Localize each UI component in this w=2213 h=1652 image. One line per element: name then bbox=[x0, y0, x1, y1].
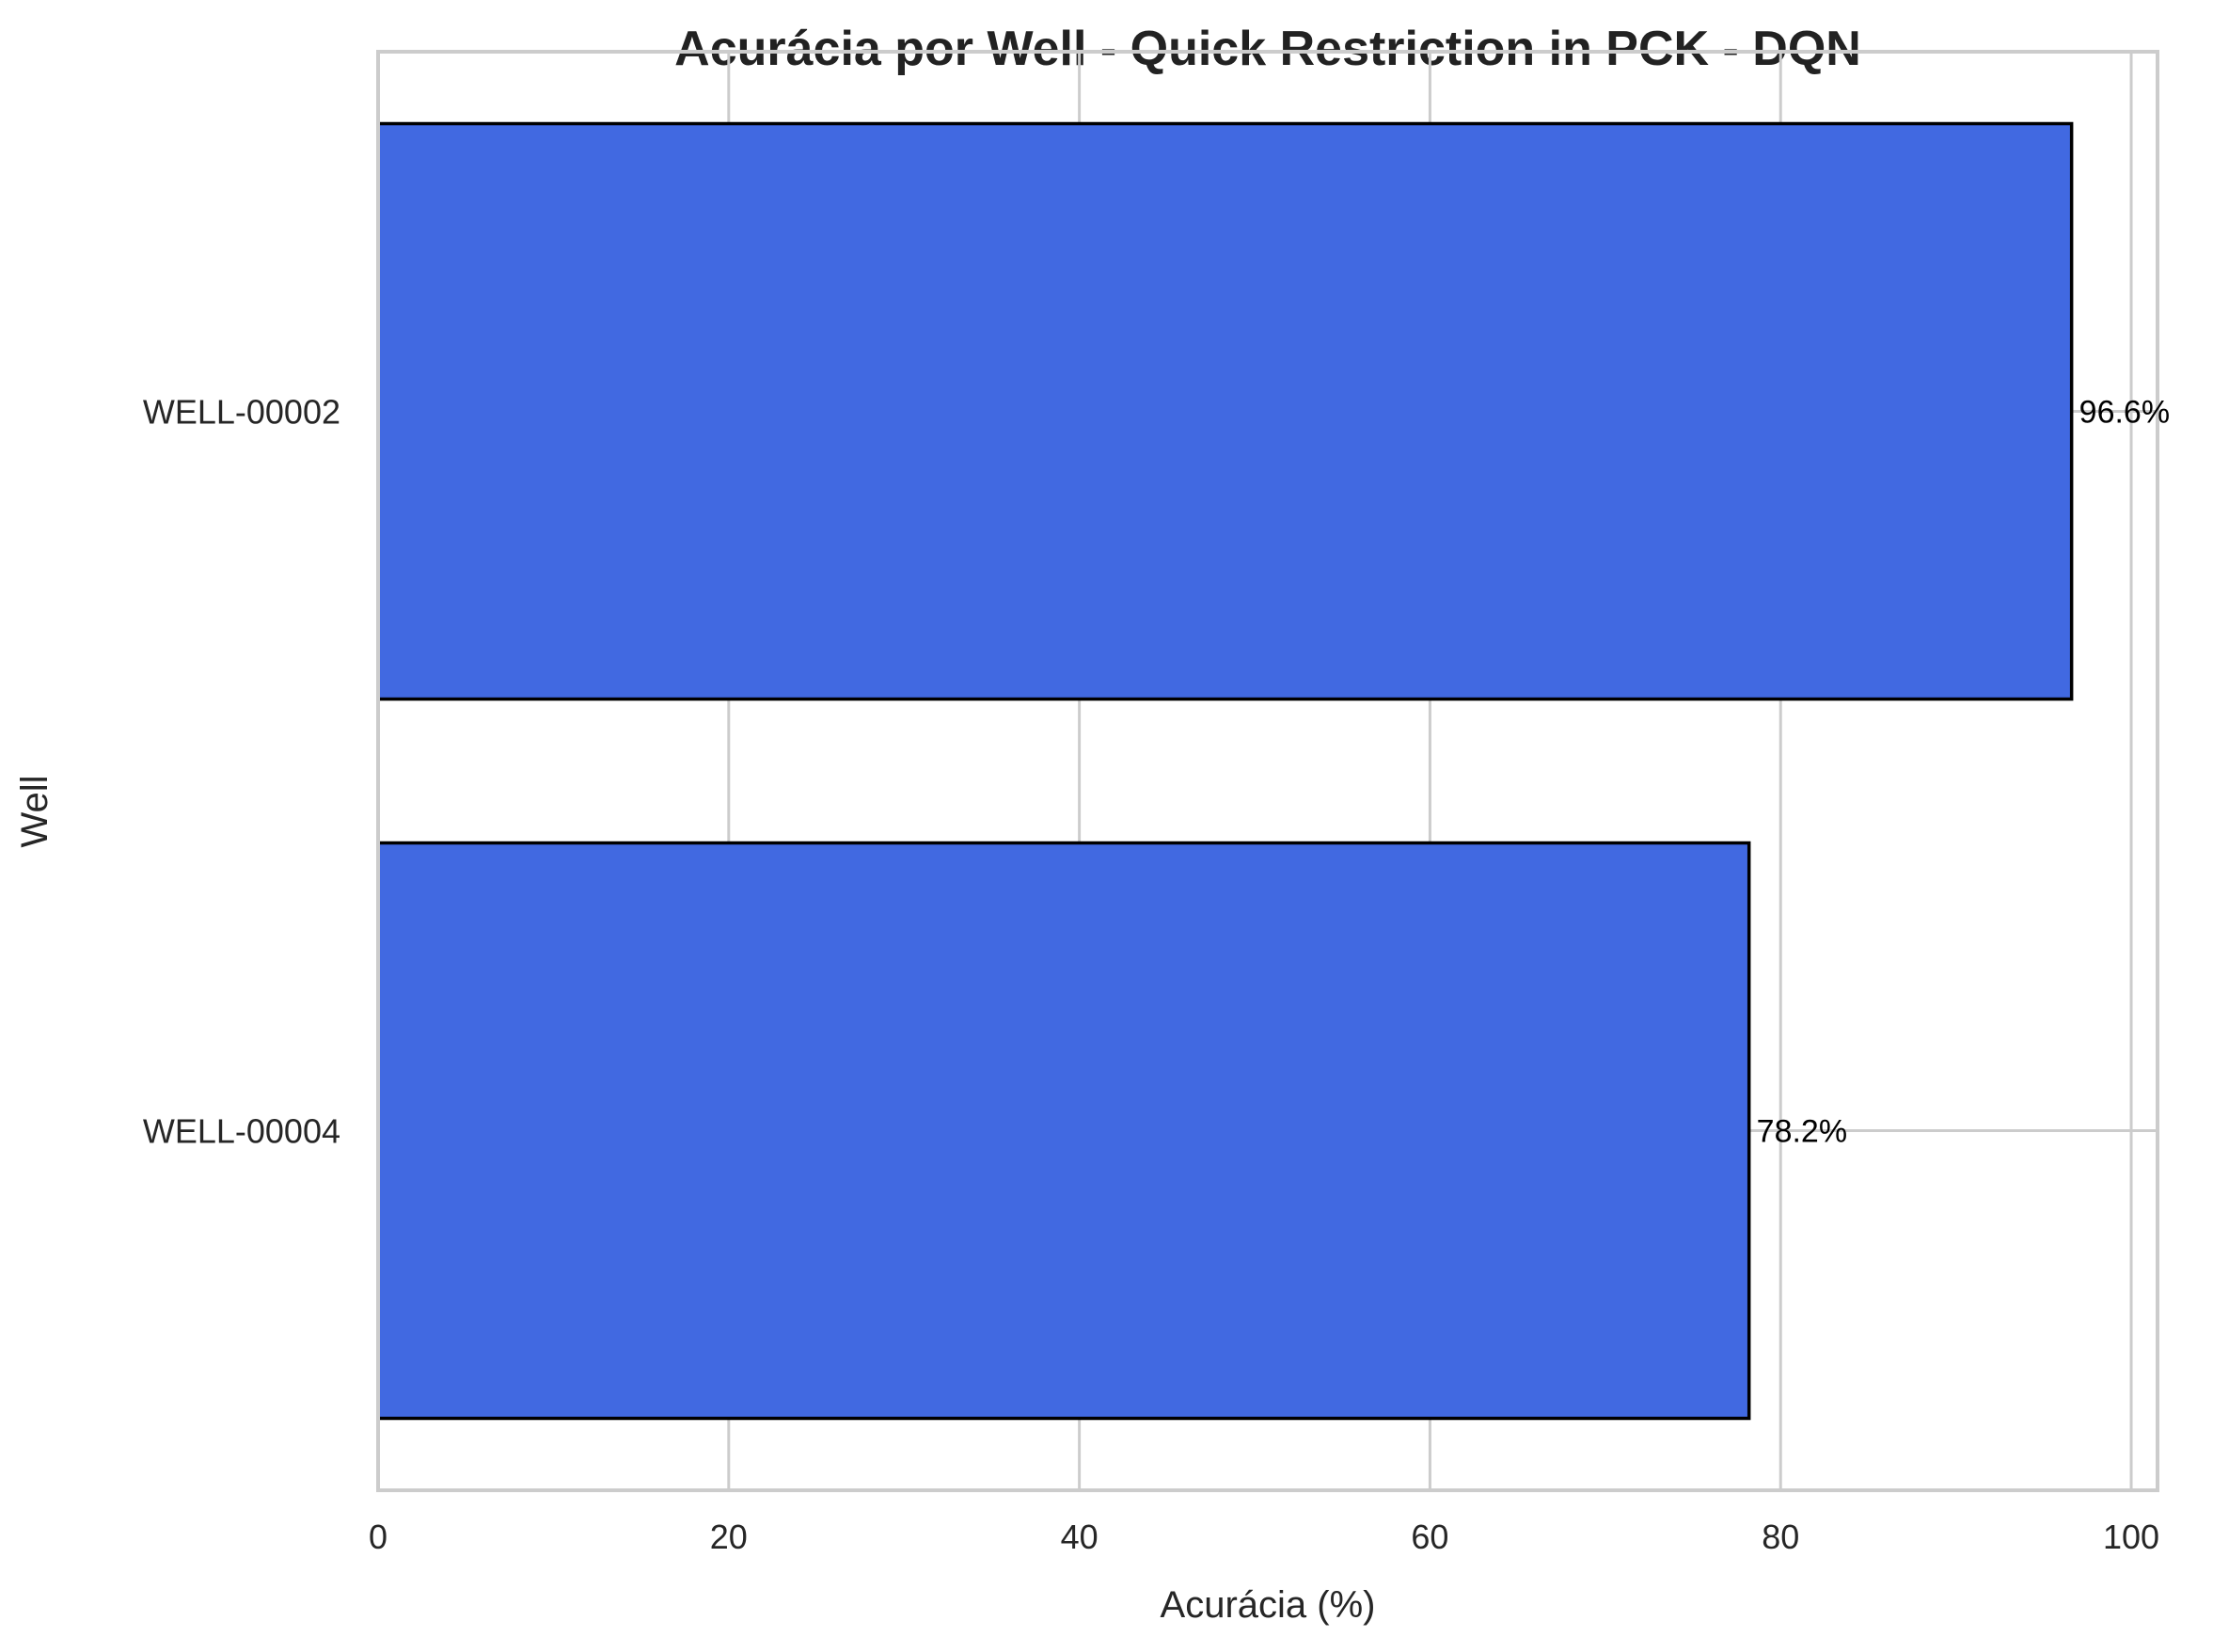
y-tick-label: WELL-00002 bbox=[143, 393, 340, 432]
bar-well-00004 bbox=[376, 841, 1751, 1421]
labels: 0 20 40 60 80 100 WELL-00002 96.6% WELL-00004 78.… bbox=[143, 393, 2170, 1557]
x-tick-label: 80 bbox=[1762, 1518, 1799, 1556]
chart-title: Acurácia por Well - Quick Restriction in… bbox=[674, 22, 1861, 76]
plot-frame bbox=[376, 50, 2159, 1492]
x-tick-label: 40 bbox=[1061, 1518, 1099, 1556]
bar-well-00002 bbox=[376, 121, 2074, 701]
y-tick-label: WELL-00004 bbox=[143, 1112, 340, 1151]
x-axis-label: Acurácia (%) bbox=[1161, 1584, 1376, 1626]
x-tick-label: 20 bbox=[710, 1518, 748, 1556]
x-tick-label: 60 bbox=[1411, 1518, 1448, 1556]
x-tick-label: 100 bbox=[2103, 1518, 2159, 1556]
x-tick-label: 0 bbox=[369, 1518, 387, 1556]
bar-value-label: 96.6% bbox=[2079, 395, 2170, 431]
bar-value-label: 78.2% bbox=[1757, 1114, 1847, 1150]
y-axis-label: Well bbox=[14, 775, 55, 847]
bars bbox=[376, 121, 2074, 1421]
